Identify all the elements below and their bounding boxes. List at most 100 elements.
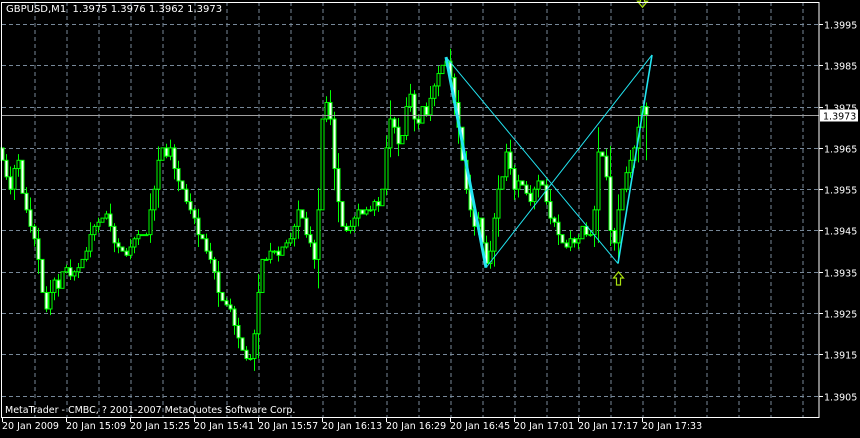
candle-body <box>284 242 289 248</box>
candle-body <box>328 101 333 120</box>
candle-body <box>44 291 49 310</box>
candle-body <box>348 225 353 231</box>
candle <box>96 217 101 233</box>
candle-body <box>536 180 541 190</box>
candle-body <box>524 184 529 194</box>
candle-body <box>96 221 101 227</box>
candle <box>80 258 85 269</box>
candle <box>220 291 225 302</box>
chart-header: GBPUSD,M1 1.3975 1.3976 1.3962 1.3973 <box>6 4 222 15</box>
candle-body <box>532 188 537 203</box>
arrow-up-icon <box>612 271 625 286</box>
x-tick-label: 20 Jan 17:17 <box>578 421 638 432</box>
candle-body <box>276 250 281 256</box>
candle <box>76 263 81 278</box>
candle-body <box>440 64 445 75</box>
candle-body <box>8 176 13 190</box>
pattern-line-ad <box>485 54 653 268</box>
candle <box>112 223 117 253</box>
candle-body <box>388 118 393 149</box>
candle-body <box>620 188 625 211</box>
candle-body <box>552 217 557 223</box>
candle <box>200 234 205 240</box>
candle <box>100 217 105 223</box>
candle <box>608 145 613 246</box>
candle <box>500 176 505 190</box>
candle-body <box>124 250 129 256</box>
candle-body <box>416 118 421 124</box>
candle <box>8 166 13 195</box>
open-value: 1.3975 <box>72 4 108 15</box>
candle <box>336 153 341 223</box>
candle-body <box>264 258 269 261</box>
candle-body <box>260 258 265 293</box>
candle-body <box>148 209 153 236</box>
candle <box>132 236 137 254</box>
candle-body <box>180 180 185 190</box>
candle <box>44 286 49 313</box>
candle-body <box>316 209 321 260</box>
candle-body <box>160 147 165 161</box>
candle-body <box>36 238 41 260</box>
x-tick-label: 20 Jan 16:29 <box>386 421 446 432</box>
candle <box>128 238 133 260</box>
candle-body <box>64 267 69 273</box>
candle-body <box>436 73 441 87</box>
candle-body <box>520 180 525 186</box>
candle <box>516 174 521 198</box>
candle-body <box>304 217 309 236</box>
candle <box>180 180 185 190</box>
candle-body <box>32 225 37 240</box>
candle-body <box>376 201 381 207</box>
candle <box>620 188 625 211</box>
candle <box>492 212 497 267</box>
candle-body <box>628 159 633 174</box>
candle-body <box>140 234 145 237</box>
candle-body <box>540 180 545 186</box>
candle <box>424 102 429 117</box>
close-value: 1.3973 <box>187 4 223 15</box>
candle-body <box>128 246 133 256</box>
candle-body <box>188 201 193 211</box>
candle <box>440 64 445 75</box>
candle-body <box>544 184 549 203</box>
candle <box>524 180 529 196</box>
candle <box>204 233 209 254</box>
candle-body <box>24 192 29 211</box>
candle <box>280 246 285 256</box>
candle <box>512 164 517 201</box>
candle <box>408 83 413 112</box>
candle <box>536 174 541 198</box>
candle <box>244 346 249 361</box>
candle-body <box>408 93 413 108</box>
candle <box>328 90 333 126</box>
candle <box>308 226 313 248</box>
candle <box>68 259 73 281</box>
candle-body <box>424 106 429 116</box>
candle-body <box>104 213 109 219</box>
candle <box>588 230 593 237</box>
candle <box>12 164 17 201</box>
candle-body <box>508 151 513 170</box>
candle-body <box>352 217 357 227</box>
candle-body <box>488 250 493 265</box>
candle-body <box>368 209 373 212</box>
candle <box>248 354 253 361</box>
candle <box>372 199 377 217</box>
candle-body <box>616 209 621 244</box>
candle-body <box>384 147 389 190</box>
candle-body <box>132 238 137 248</box>
candle <box>28 197 33 233</box>
candle <box>344 223 349 233</box>
candle-body <box>600 151 605 157</box>
candle <box>388 100 393 158</box>
candle <box>256 273 261 359</box>
candle-body <box>516 180 521 190</box>
candle <box>108 203 113 232</box>
candle-body <box>324 101 329 120</box>
candle <box>396 117 401 157</box>
candle <box>168 139 173 161</box>
candle <box>172 144 177 180</box>
candle <box>240 337 245 351</box>
